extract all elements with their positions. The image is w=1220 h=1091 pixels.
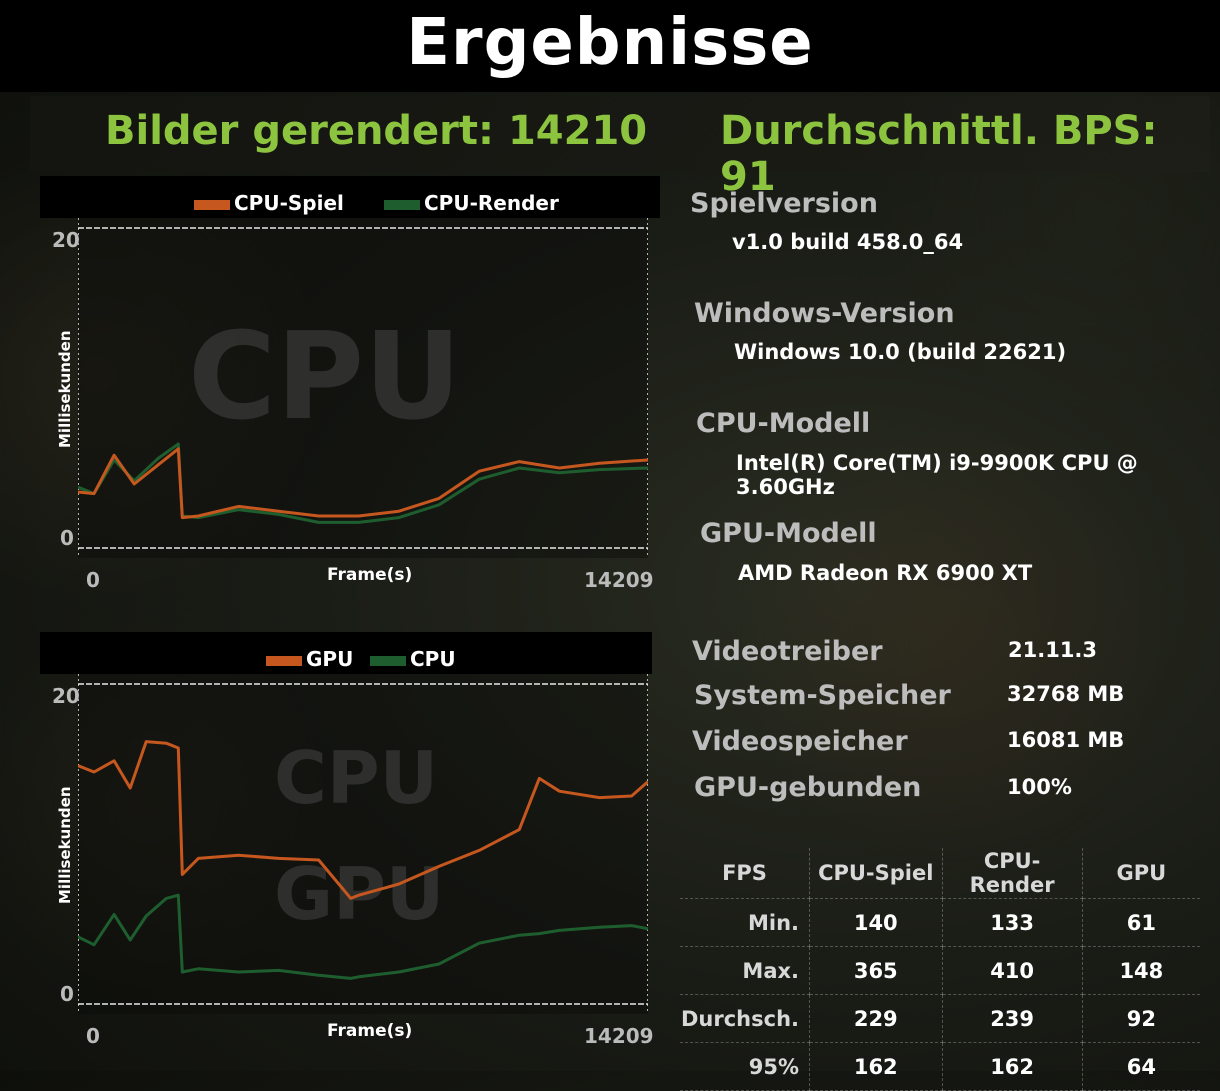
legend-swatch-orange <box>194 199 230 210</box>
cpu-model-label: CPU-Modell <box>696 408 871 439</box>
stats-cell: 365 <box>809 946 943 995</box>
stats-row-label: Min. <box>680 898 811 947</box>
stats-cell: 133 <box>942 898 1083 947</box>
page-title: Ergebnisse <box>406 6 814 80</box>
driver-label: Videotreiber <box>692 636 883 667</box>
gpu-model-value: AMD Radeon RX 6900 XT <box>738 561 1033 585</box>
x-axis-label: Frame(s) <box>327 565 413 585</box>
legend-label: GPU <box>306 647 354 671</box>
x-tick-min: 0 <box>86 1024 100 1048</box>
title-bar <box>0 0 1220 92</box>
legend-cpu-render: CPU-Render <box>384 191 559 215</box>
driver-value: 21.11.3 <box>1008 638 1098 662</box>
table-row: Durchsch. 229 239 92 <box>680 994 1200 1043</box>
stats-header: FPS <box>680 848 811 899</box>
gpu-model-label: GPU-Modell <box>700 518 877 549</box>
gpu-chart-legend <box>40 632 652 674</box>
y-axis-label: Millisekunden <box>56 786 74 904</box>
stats-cell: 239 <box>942 994 1083 1043</box>
legend-gpu: GPU <box>266 647 353 671</box>
cpu-model-value: Intel(R) Core(TM) i9-9900K CPU @ 3.60GHz <box>736 451 1138 499</box>
cpu-chart: CPU-Spiel CPU-Render CPU 20 0 0 14209 Fr… <box>40 176 660 596</box>
y-tick-max: 20 <box>52 228 80 252</box>
stats-header-row: FPS CPU-Spiel CPU-Render GPU <box>680 848 1200 899</box>
stats-row-label: Max. <box>680 946 811 995</box>
table-row: 95% 162 162 64 <box>680 1042 1200 1091</box>
legend-swatch-green <box>370 655 406 666</box>
gpu-line-chart <box>78 674 648 1014</box>
y-axis-label: Millisekunden <box>56 330 74 448</box>
windows-version-label: Windows-Version <box>694 298 955 329</box>
stats-row-label: Durchsch. <box>680 994 811 1043</box>
watermark-cpu: CPU <box>274 736 439 820</box>
fps-stats-table: FPS CPU-Spiel CPU-Render GPU Min. 140 13… <box>680 848 1200 1091</box>
stats-cell: 92 <box>1082 994 1200 1043</box>
video-memory-value: 16081 MB <box>1007 728 1125 752</box>
y-tick-min: 0 <box>60 526 74 550</box>
stats-cell: 229 <box>809 994 943 1043</box>
table-row: Max. 365 410 148 <box>680 946 1200 995</box>
windows-version-value: Windows 10.0 (build 22621) <box>734 340 1067 364</box>
stats-cell: 64 <box>1082 1042 1200 1091</box>
table-row: Min. 140 133 61 <box>680 898 1200 947</box>
y-tick-max: 20 <box>52 684 80 708</box>
frames-rendered: Bilder gerendert: 14210 <box>105 108 648 154</box>
legend-swatch-green <box>384 199 420 210</box>
legend-cpu: CPU <box>370 647 456 671</box>
series-line-cpu-spiel <box>78 447 648 520</box>
cpu-line-chart <box>78 218 648 558</box>
stats-cell: 162 <box>942 1042 1083 1091</box>
video-memory-label: Videospeicher <box>692 726 908 757</box>
series-line-gpu <box>78 740 648 900</box>
series-line-cpu-render <box>78 442 648 524</box>
system-memory-value: 32768 MB <box>1007 682 1125 706</box>
game-version-label: Spielversion <box>690 188 878 219</box>
legend-label: CPU-Spiel <box>234 191 344 215</box>
legend-label: CPU-Render <box>424 191 559 215</box>
legend-swatch-orange <box>266 655 302 666</box>
stats-cell: 410 <box>942 946 1083 995</box>
stats-cell: 140 <box>809 898 943 947</box>
system-memory-label: System-Speicher <box>694 680 951 711</box>
x-tick-min: 0 <box>86 568 100 592</box>
stats-cell: 148 <box>1082 946 1200 995</box>
x-tick-max: 14209 <box>584 568 654 592</box>
game-version-value: v1.0 build 458.0_64 <box>732 230 964 254</box>
stats-header: GPU <box>1082 848 1200 899</box>
gpu-bound-value: 100% <box>1007 775 1072 799</box>
stats-cell: 162 <box>809 1042 943 1091</box>
gpu-plot-area: CPU GPU <box>78 674 648 1014</box>
legend-label: CPU <box>410 647 456 671</box>
legend-cpu-game: CPU-Spiel <box>194 191 344 215</box>
cpu-plot-area: CPU <box>78 218 648 558</box>
x-axis-label: Frame(s) <box>327 1021 413 1041</box>
stats-cell: 61 <box>1082 898 1200 947</box>
stats-header: CPU-Render <box>942 848 1083 899</box>
average-fps: Durchschnittl. BPS: 91 <box>720 108 1158 200</box>
gpu-chart: GPU CPU CPU GPU 20 0 0 14209 Frame(s) Mi… <box>40 632 660 1052</box>
summary-bar <box>30 96 1210 172</box>
x-tick-max: 14209 <box>584 1024 654 1048</box>
watermark-cpu: CPU <box>188 308 462 447</box>
y-tick-min: 0 <box>60 982 74 1006</box>
series-line-cpu <box>78 893 648 980</box>
stats-row-label: 95% <box>680 1042 811 1091</box>
cpu-chart-legend <box>40 176 660 218</box>
stats-header: CPU-Spiel <box>809 848 943 899</box>
gpu-bound-label: GPU-gebunden <box>694 772 922 803</box>
